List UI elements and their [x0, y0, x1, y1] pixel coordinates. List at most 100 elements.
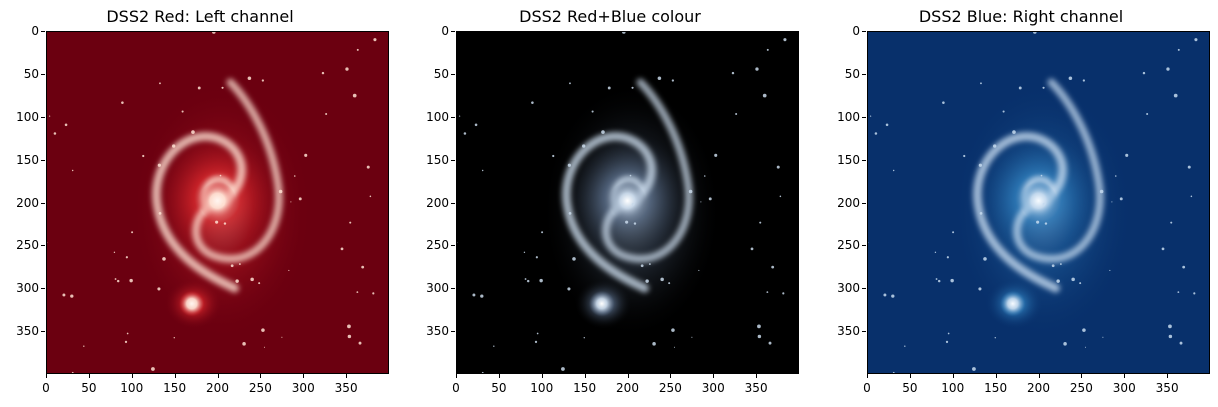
x-tick-label: 150 [984, 381, 1008, 395]
y-tick-mark [862, 159, 866, 161]
x-tick-mark [1124, 374, 1126, 378]
x-tick-label: 200 [1027, 381, 1050, 395]
x-tick-label: 350 [1155, 381, 1179, 395]
x-tick-mark [456, 374, 457, 378]
y-tick-mark [862, 331, 866, 333]
x-tick-mark [909, 374, 911, 378]
y-tick-mark [41, 73, 45, 75]
x-tick-mark [174, 374, 176, 378]
y-tick-label: 300 [837, 281, 860, 296]
y-tick-label: 350 [426, 324, 449, 339]
y-tick-mark [451, 245, 455, 247]
y-tick-mark [451, 331, 455, 333]
panel-colour-composite: DSS2 Red+Blue colour 0 50 100 150 200 250 300 3… [410, 0, 810, 407]
y-tick-label: 150 [426, 152, 449, 167]
y-tick-mark [41, 159, 45, 161]
y-tick-mark [451, 202, 455, 204]
x-tick-label: 250 [658, 381, 682, 395]
y-tick-label: 100 [837, 109, 860, 124]
y-tick-label: 100 [426, 109, 449, 124]
x-tick-mark [627, 374, 629, 378]
x-tick-mark [498, 374, 500, 378]
y-tick-label: 150 [16, 152, 39, 167]
x-tick-mark [303, 374, 305, 378]
y-tick-mark [41, 288, 45, 290]
y-tick-mark [862, 73, 866, 75]
x-tick-label: 100 [530, 381, 554, 395]
y-tick-label: 0 [31, 24, 39, 38]
galaxy-image [867, 31, 1210, 374]
x-tick-label: 50 [491, 381, 507, 395]
x-tick-mark [584, 374, 586, 378]
x-tick-label: 150 [163, 381, 187, 395]
galaxy-image [46, 31, 389, 374]
x-tick-label: 250 [1069, 381, 1093, 395]
x-tick-label: 100 [941, 381, 965, 395]
y-tick-label: 50 [433, 66, 449, 81]
y-tick-mark [451, 31, 455, 32]
y-tick-label: 100 [16, 109, 39, 124]
image-axes: 0 50 100 150 200 250 300 350 0 50 100 150 200 250 300 3… [426, 24, 799, 395]
y-tick-label: 0 [852, 24, 860, 38]
y-tick-mark [451, 73, 455, 75]
y-tick-label: 350 [837, 324, 860, 339]
panel-title: DSS2 Red+Blue colour [519, 7, 701, 26]
panel-red-channel: DSS2 Red: Left channel 0 50 100 150 200 250 30… [0, 0, 400, 407]
x-tick-mark [995, 374, 997, 378]
y-tick-mark [41, 31, 45, 32]
y-tick-label: 50 [23, 66, 39, 81]
y-tick-label: 250 [16, 238, 39, 253]
y-tick-mark [862, 116, 866, 118]
x-tick-mark [260, 374, 262, 378]
x-tick-label: 300 [701, 381, 725, 395]
x-tick-mark [346, 374, 348, 378]
x-tick-mark [952, 374, 954, 378]
x-tick-mark [88, 374, 90, 378]
x-tick-label: 50 [81, 381, 97, 395]
y-tick-label: 300 [16, 281, 39, 296]
x-tick-label: 200 [616, 381, 639, 395]
y-tick-mark [862, 31, 866, 32]
y-tick-label: 250 [837, 238, 860, 253]
y-tick-mark [451, 288, 455, 290]
y-tick-label: 150 [837, 152, 860, 167]
x-tick-mark [131, 374, 133, 378]
x-tick-mark [670, 374, 672, 378]
x-tick-label: 300 [291, 381, 315, 395]
x-tick-mark [756, 374, 758, 378]
y-tick-mark [451, 159, 455, 161]
x-tick-mark [1081, 374, 1083, 378]
x-tick-label: 200 [206, 381, 229, 395]
x-tick-label: 300 [1112, 381, 1136, 395]
y-tick-mark [862, 202, 866, 204]
x-tick-label: 0 [452, 381, 460, 395]
x-tick-mark [1167, 374, 1169, 378]
galaxy-image [456, 31, 799, 374]
x-tick-label: 0 [42, 381, 50, 395]
x-tick-label: 350 [744, 381, 768, 395]
x-tick-label: 0 [863, 381, 871, 395]
y-tick-label: 200 [426, 195, 449, 210]
y-tick-mark [41, 202, 45, 204]
panel-title: DSS2 Red: Left channel [106, 7, 294, 26]
x-tick-mark [867, 374, 868, 378]
x-tick-mark [46, 374, 47, 378]
y-tick-label: 350 [16, 324, 39, 339]
x-tick-mark [541, 374, 543, 378]
y-tick-mark [41, 331, 45, 333]
y-tick-label: 300 [426, 281, 449, 296]
y-tick-label: 200 [16, 195, 39, 210]
y-tick-label: 50 [844, 66, 860, 81]
image-axes: 0 50 100 150 200 250 300 350 0 50 100 150 200 250 300 3… [837, 24, 1210, 395]
x-tick-mark [217, 374, 219, 378]
y-tick-mark [862, 288, 866, 290]
panel-title: DSS2 Blue: Right channel [918, 7, 1124, 26]
x-tick-label: 250 [248, 381, 272, 395]
x-tick-mark [1038, 374, 1040, 378]
x-tick-label: 100 [120, 381, 144, 395]
image-axes: 0 50 100 150 200 250 300 350 0 50 100 150 200 250 300 3… [16, 24, 389, 395]
y-tick-mark [41, 245, 45, 247]
y-tick-label: 200 [837, 195, 860, 210]
x-tick-label: 150 [573, 381, 597, 395]
x-tick-label: 50 [902, 381, 918, 395]
